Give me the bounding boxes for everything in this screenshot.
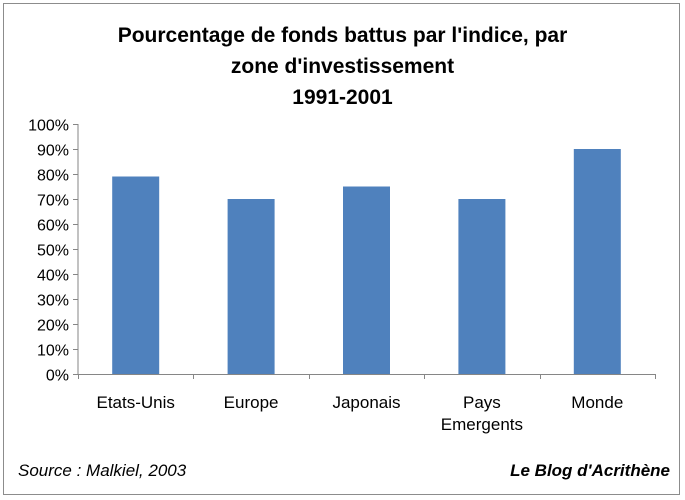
x-tick-label: Etats-Unis [96,393,174,412]
y-tick-label: 100% [28,118,69,135]
x-tick-label: Monde [571,393,623,412]
y-tick-label: 60% [37,218,69,235]
x-tick-label: Pays [463,393,501,412]
chart-title-line-1: Pourcentage de fonds battus par l'indice… [117,24,568,47]
y-tick-label: 10% [37,343,69,360]
x-tick-label: Europe [224,393,279,412]
blog-credit: Le Blog d'Acrithène [510,461,670,480]
y-tick-label: 80% [37,168,69,185]
bar [343,186,390,374]
y-tick-label: 70% [37,193,69,210]
chart-title: Pourcentage de fonds battus par l'indice… [0,20,685,113]
y-tick-label: 20% [37,318,69,335]
bar [112,176,160,374]
bar [458,199,506,374]
x-tick-label: Japonais [332,393,400,412]
bar [573,149,621,374]
y-tick-label: 0% [46,368,69,385]
source-note: Source : Malkiel, 2003 [18,461,187,480]
x-tick-label: Emergents [441,415,523,434]
bar [227,199,275,374]
y-tick-label: 90% [37,143,69,160]
chart-title-line-3: 1991-2001 [292,86,393,109]
y-tick-label: 30% [37,293,69,310]
y-tick-label: 50% [37,243,69,260]
y-tick-label: 40% [37,268,69,285]
chart-title-line-2: zone d'investissement [230,55,455,78]
